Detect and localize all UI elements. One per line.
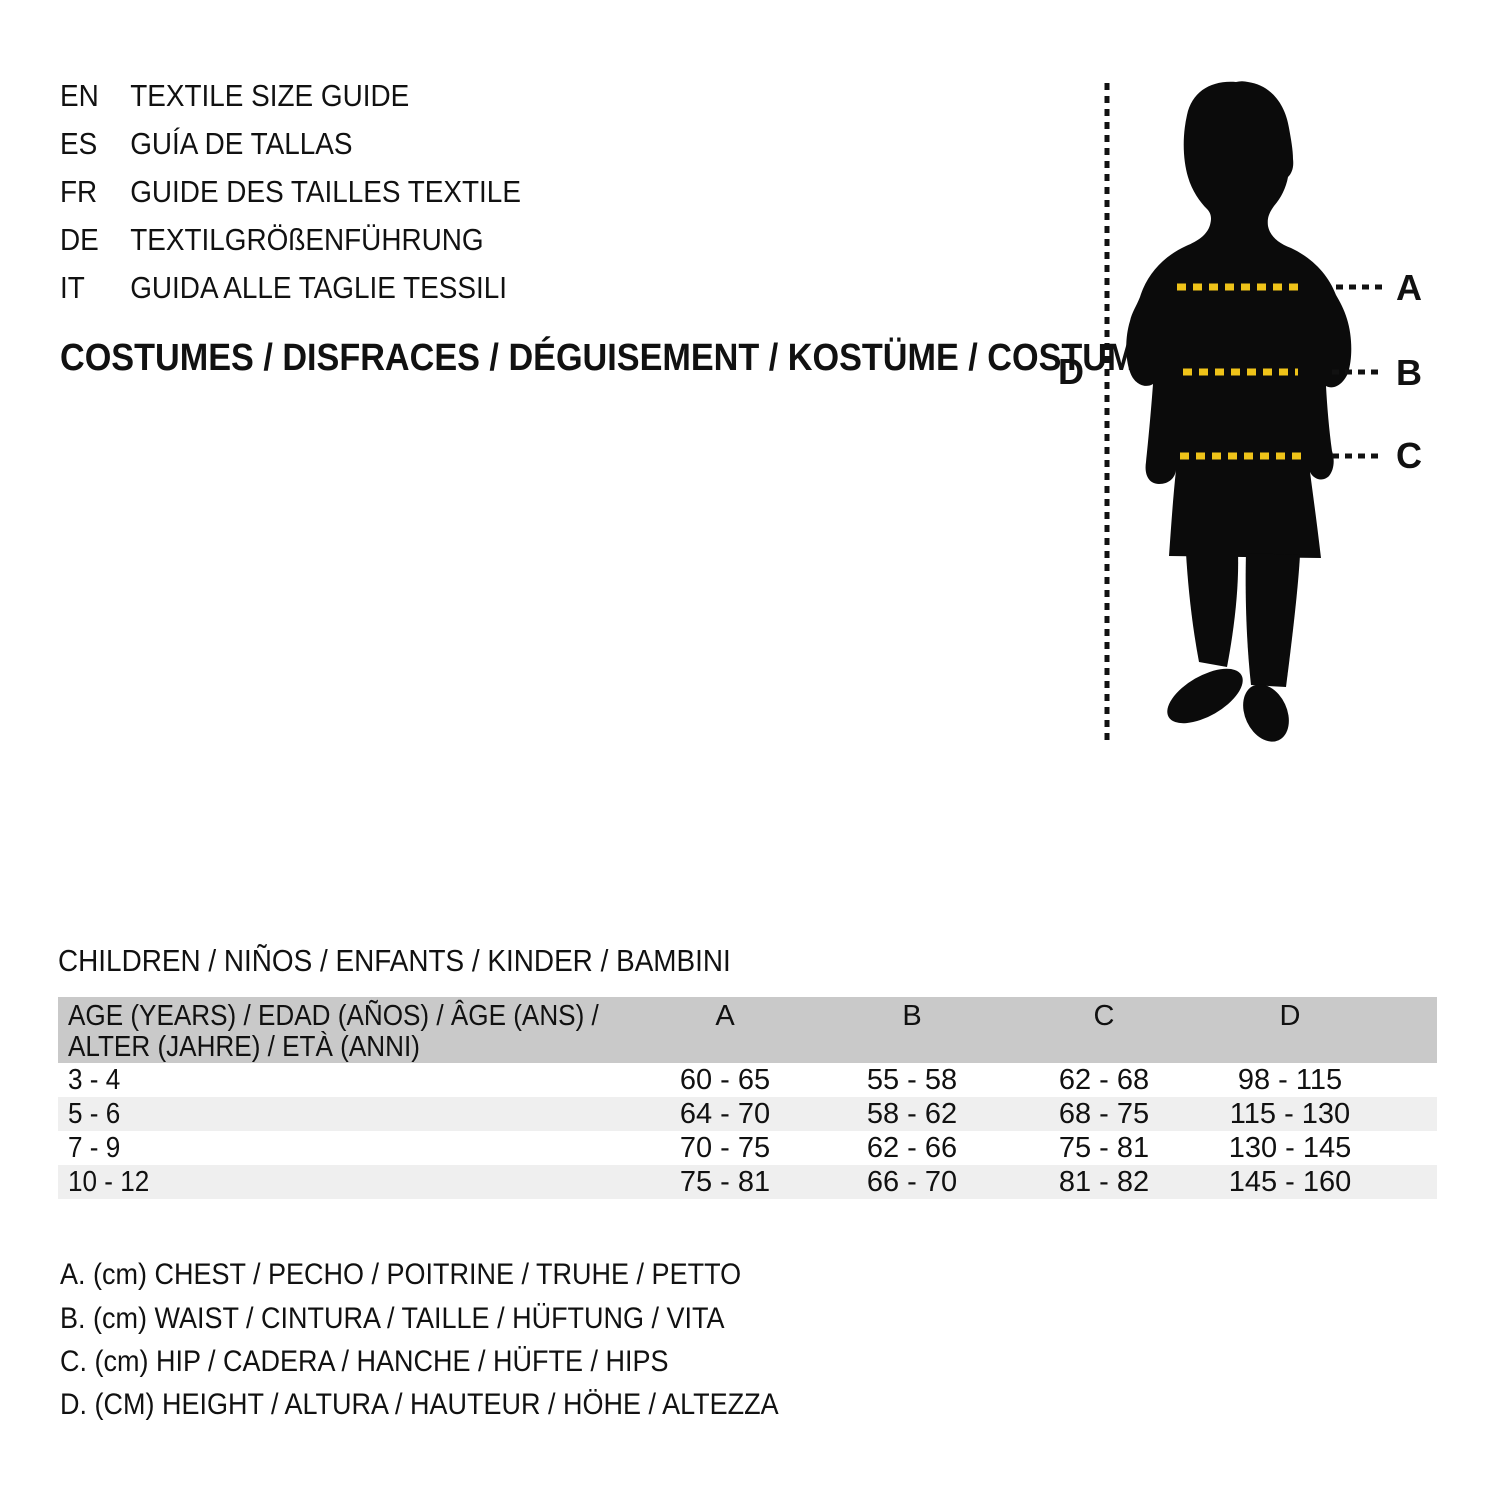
language-code: IT [60,270,85,305]
value-cell-b: 55 - 58 [866,1064,958,1096]
value-cell-a: 70 - 75 [679,1132,771,1164]
language-code: ES [60,126,98,161]
value-cell-c: 81 - 82 [1058,1166,1150,1198]
measurement-diagram: A B C D [1040,55,1470,760]
label-a: A [1396,267,1422,308]
label-d: D [1058,351,1084,392]
language-code: EN [60,78,99,113]
table-row: 5 - 6 64 - 70 58 - 62 68 - 75 115 - 130 [58,1097,1437,1131]
value-cell-c: 62 - 68 [1058,1064,1150,1096]
language-row: DE TEXTILGRÖßENFÜHRUNG [60,222,484,258]
value-cell-d: 98 - 115 [1237,1064,1343,1096]
legend-line-c: C. (cm) HIP / CADERA / HANCHE / HÜFTE / … [60,1345,669,1378]
value-cell-b: 66 - 70 [866,1166,958,1198]
language-label: GUIDA ALLE TAGLIE TESSILI [130,270,508,305]
child-silhouette [1126,81,1352,742]
column-header-c: C [1093,1000,1115,1032]
age-column-header: AGE (YEARS) / EDAD (AÑOS) / ÂGE (ANS) / … [68,1001,599,1063]
value-cell-d: 145 - 160 [1228,1166,1352,1198]
legend-line-b: B. (cm) WAIST / CINTURA / TAILLE / HÜFTU… [60,1302,725,1335]
value-cell-b: 62 - 66 [866,1132,958,1164]
language-label: TEXTILE SIZE GUIDE [130,78,410,113]
age-header-line1: AGE (YEARS) / EDAD (AÑOS) / ÂGE (ANS) / [68,1000,599,1032]
language-label: GUÍA DE TALLAS [130,126,353,161]
language-code: FR [60,174,98,209]
category-title: COSTUMES / DISFRACES / DÉGUISEMENT / KOS… [60,337,1145,379]
value-cell-c: 68 - 75 [1058,1098,1150,1130]
table-row: 3 - 4 60 - 65 55 - 58 62 - 68 98 - 115 [58,1063,1437,1097]
language-row: FR GUIDE DES TAILLES TEXTILE [60,174,521,210]
language-row: IT GUIDA ALLE TAGLIE TESSILI [60,270,507,306]
language-label: GUIDE DES TAILLES TEXTILE [130,174,521,209]
label-c: C [1396,435,1422,476]
language-code: DE [60,222,99,257]
size-table: AGE (YEARS) / EDAD (AÑOS) / ÂGE (ANS) / … [58,997,1437,1199]
column-header-b: B [902,1000,922,1032]
language-row: EN TEXTILE SIZE GUIDE [60,78,409,114]
value-cell-c: 75 - 81 [1058,1132,1150,1164]
age-cell: 10 - 12 [68,1166,150,1198]
age-header-line2: ALTER (JAHRE) / ETÀ (ANNI) [68,1031,420,1063]
value-cell-d: 130 - 145 [1228,1132,1352,1164]
child-silhouette-graphic [1104,81,1384,742]
value-cell-b: 58 - 62 [866,1098,958,1130]
age-cell: 5 - 6 [68,1098,121,1130]
table-row: 10 - 12 75 - 81 66 - 70 81 - 82 145 - 16… [58,1165,1437,1199]
column-header-a: A [715,1000,735,1032]
column-header-d: D [1279,1000,1301,1032]
legend-line-d: D. (CM) HEIGHT / ALTURA / HAUTEUR / HÖHE… [60,1388,779,1421]
label-b: B [1396,352,1422,393]
age-cell: 7 - 9 [68,1132,121,1164]
legend-line-a: A. (cm) CHEST / PECHO / POITRINE / TRUHE… [60,1258,742,1291]
table-row: 7 - 9 70 - 75 62 - 66 75 - 81 130 - 145 [58,1131,1437,1165]
value-cell-a: 64 - 70 [679,1098,771,1130]
children-section-title: CHILDREN / NIÑOS / ENFANTS / KINDER / BA… [58,943,731,978]
language-label: TEXTILGRÖßENFÜHRUNG [130,222,484,257]
value-cell-d: 115 - 130 [1229,1098,1351,1130]
size-table-header: AGE (YEARS) / EDAD (AÑOS) / ÂGE (ANS) / … [58,997,1437,1063]
value-cell-a: 60 - 65 [679,1064,771,1096]
language-row: ES GUÍA DE TALLAS [60,126,352,162]
age-cell: 3 - 4 [68,1064,121,1096]
value-cell-a: 75 - 81 [679,1166,771,1198]
